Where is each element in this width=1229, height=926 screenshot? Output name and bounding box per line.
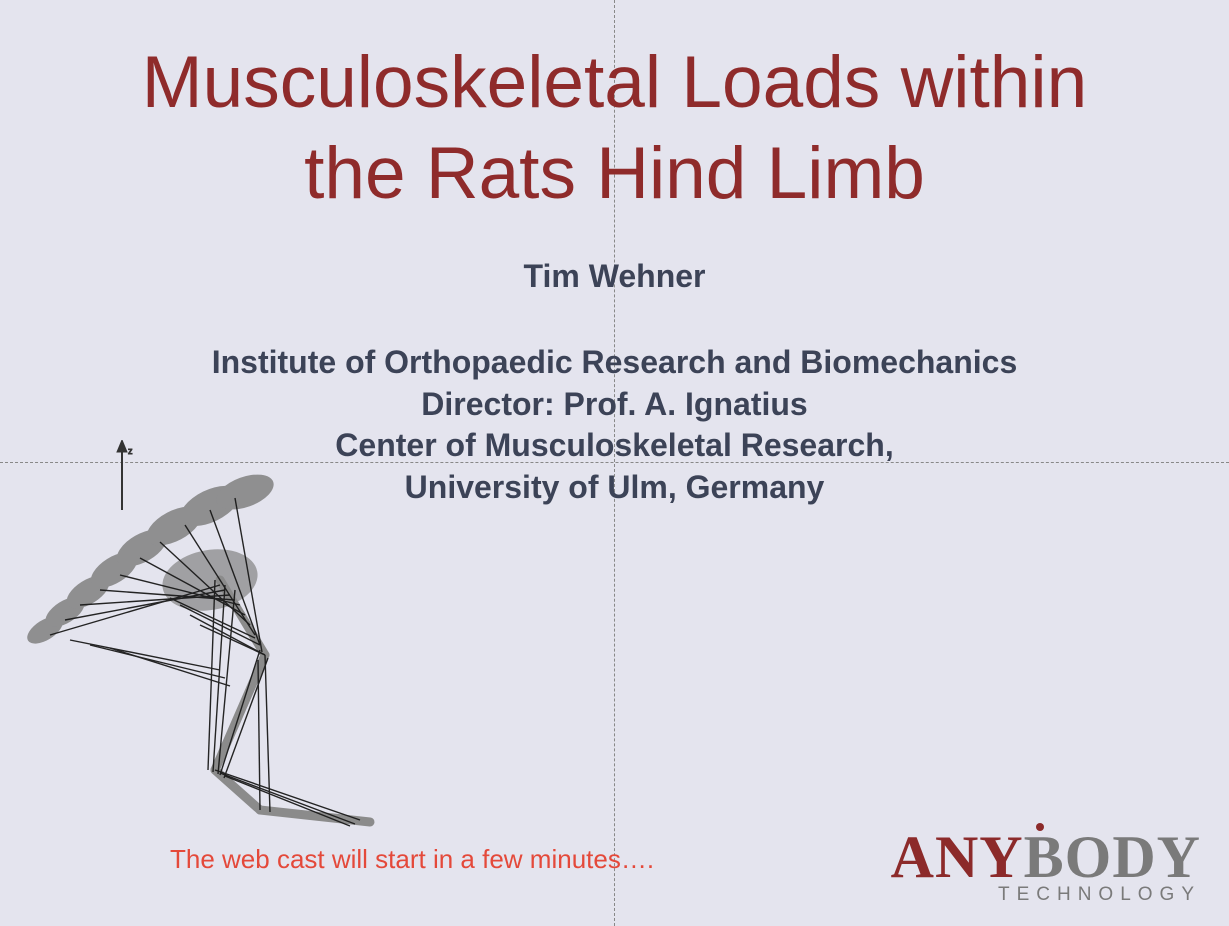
svg-text:z: z [128,446,133,456]
slide-title: Musculoskeletal Loads within the Rats Hi… [0,38,1229,219]
rat-hindlimb-model-illustration: z [10,440,390,840]
logo-part-body: BODY [1024,824,1201,890]
anybody-logo: ANYBODY TECHNOLOGY [891,827,1201,904]
logo-part-any: ANY [891,824,1024,890]
affiliation-line-1: Institute of Orthopaedic Research and Bi… [0,342,1229,384]
webcast-notice: The web cast will start in a few minutes… [170,844,654,875]
muscle-lines [50,498,360,826]
logo-wordmark: ANYBODY [891,824,1201,890]
affiliation-line-2: Director: Prof. A. Ignatius [0,384,1229,426]
title-line-2: the Rats Hind Limb [304,133,925,214]
limb-bones [215,580,370,822]
title-line-1: Musculoskeletal Loads within [142,42,1087,123]
author-name: Tim Wehner [0,258,1229,295]
logo-dot-icon [1036,823,1044,831]
axis-arrow-icon: z [117,440,133,510]
